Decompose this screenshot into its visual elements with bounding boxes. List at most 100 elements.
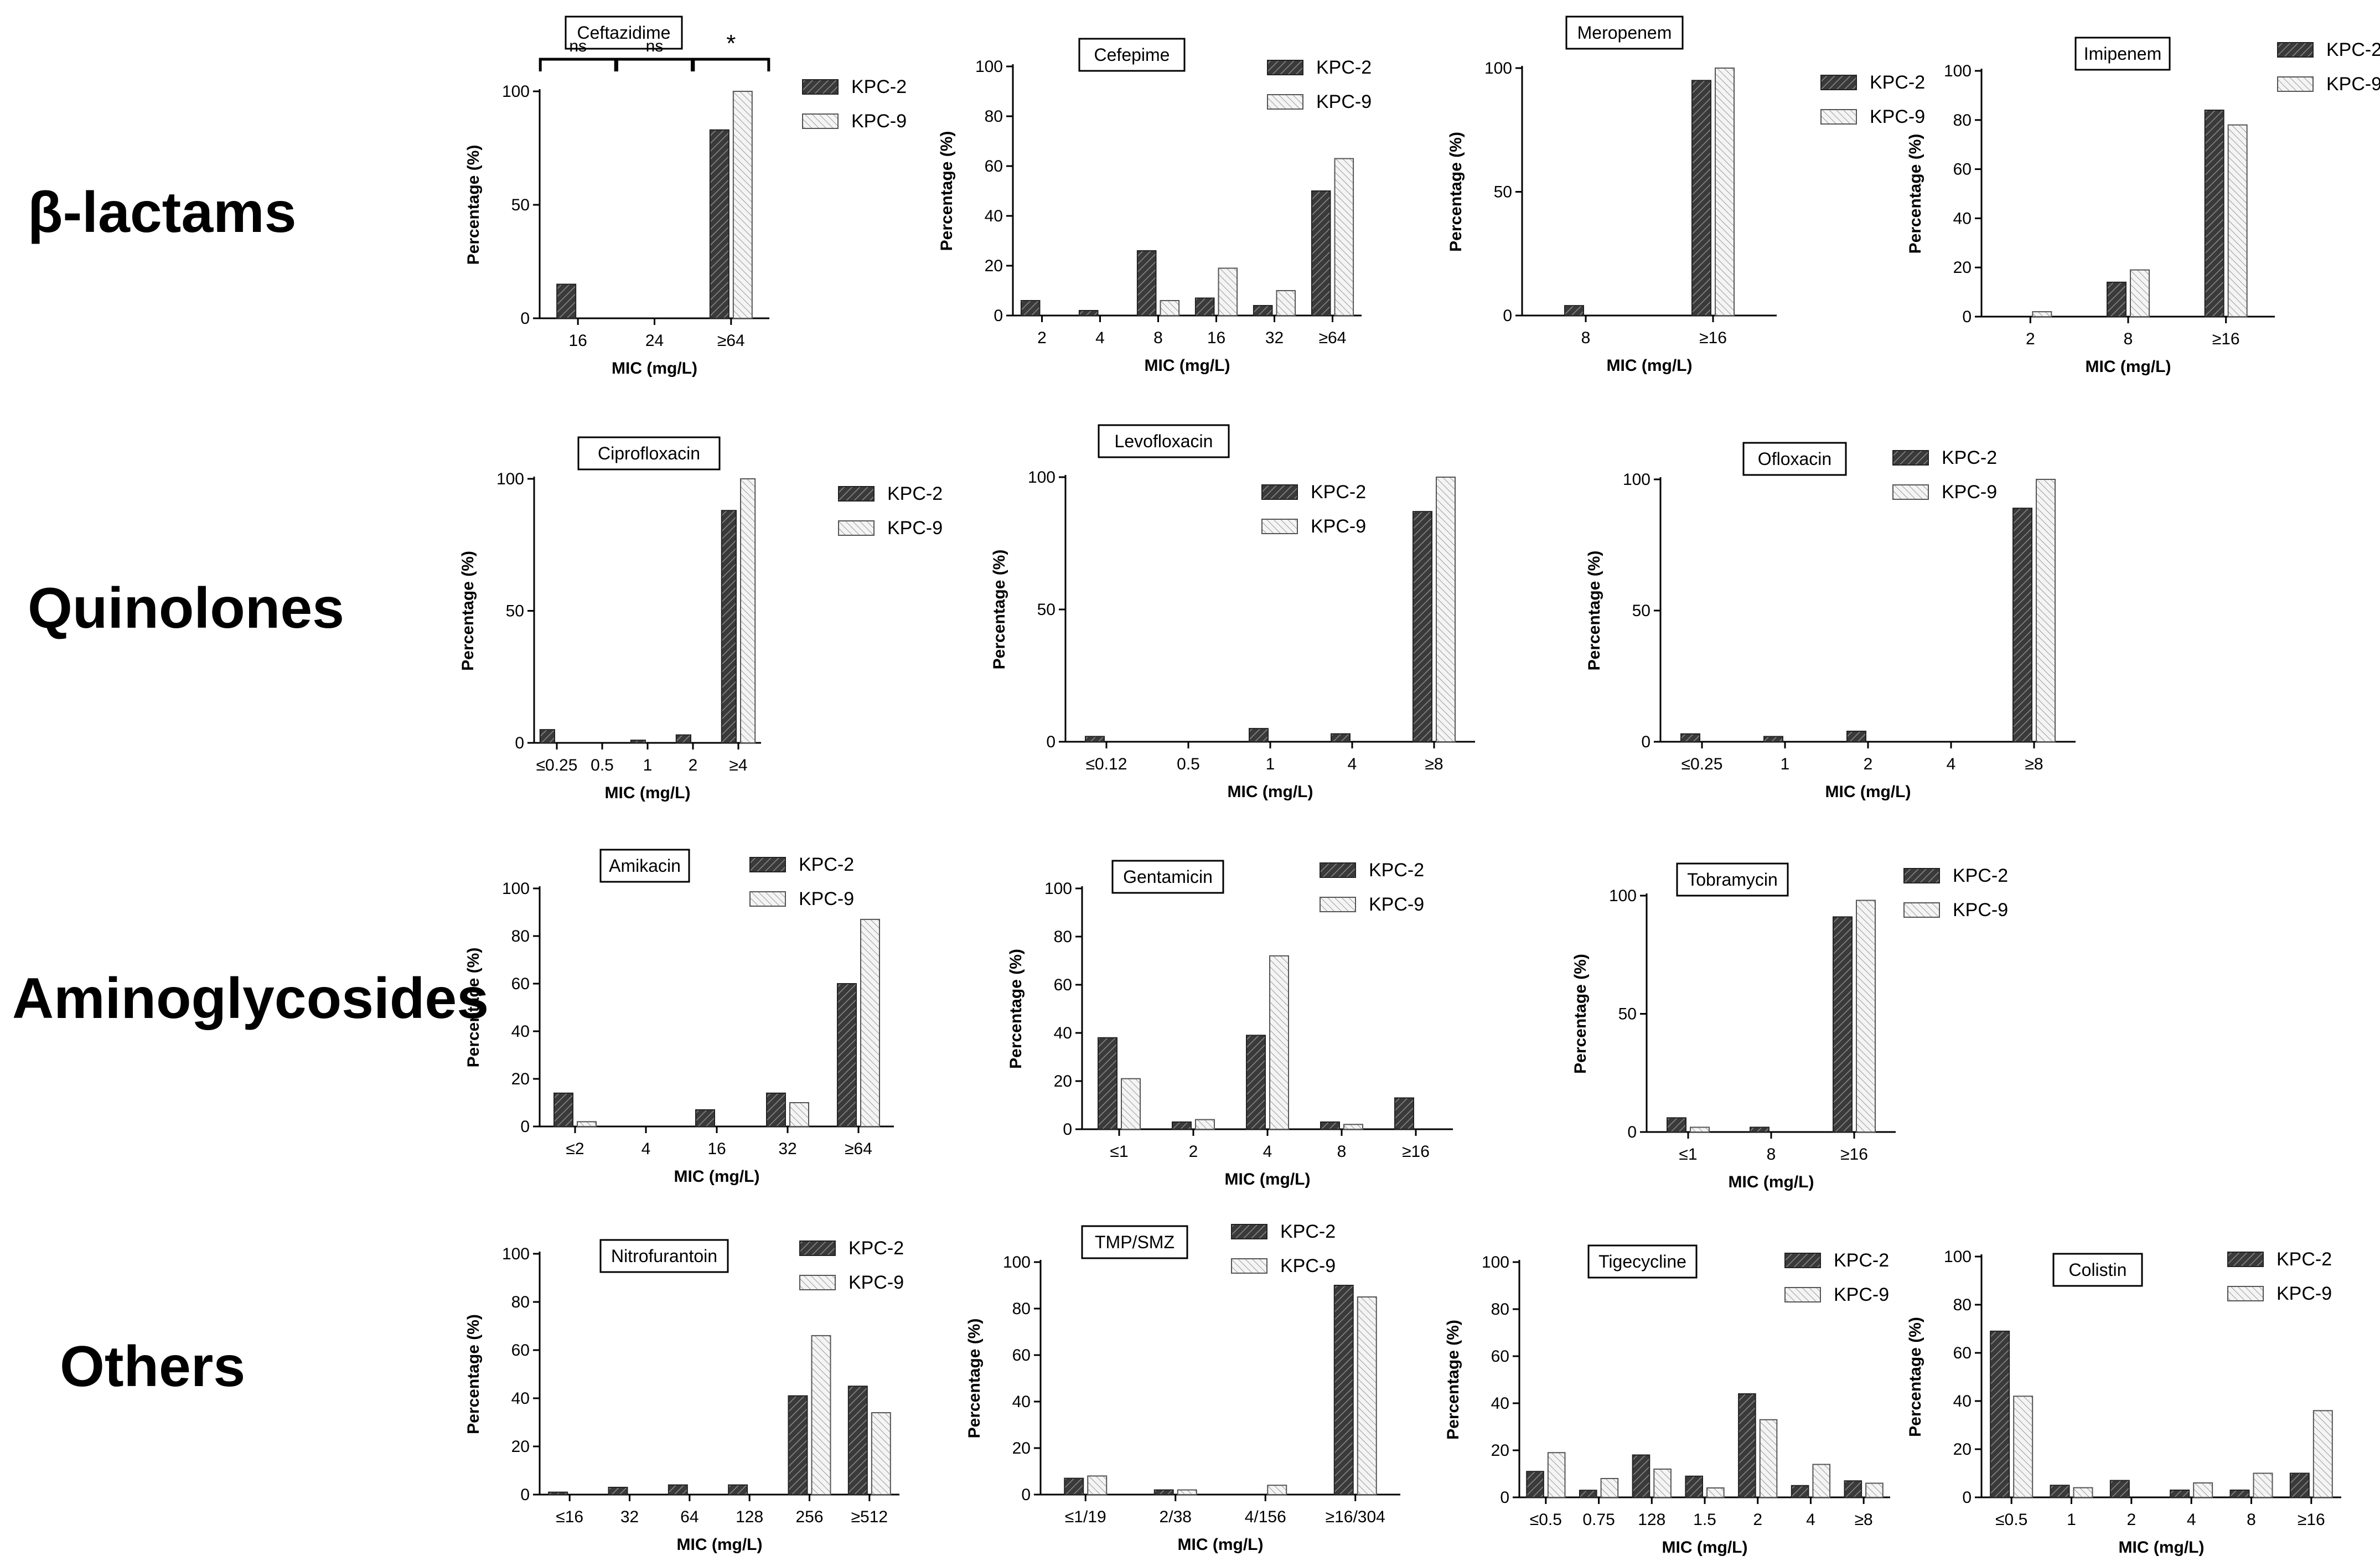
y-axis-label: Percentage (%)	[1444, 1320, 1462, 1440]
x-tick-label: 1	[1781, 755, 1790, 773]
significance-label: ns	[569, 37, 587, 55]
y-tick-label: 20	[1491, 1441, 1509, 1460]
chart-title-text: Amikacin	[609, 856, 681, 876]
legend: KPC-2 KPC-9	[799, 1238, 904, 1293]
x-tick-label: 4/156	[1245, 1508, 1286, 1526]
x-tick-label: 2	[1189, 1143, 1198, 1161]
chart-ofloxacin: 0 50 100 ≤0.25 1 2 4 ≥8 MIC (mg/L) Percentage (%)…	[1585, 442, 2076, 801]
y-tick-label: 80	[1491, 1300, 1509, 1319]
x-axis-label: MIC (mg/L)	[1178, 1536, 1264, 1554]
chart-cefepime: 0 20 40 60 80 100 2 4 8 16 32 ≥64 MIC (mg/L) Percenta…	[938, 38, 1372, 375]
row-label-aminoglycosides: Aminoglycosides	[12, 966, 489, 1031]
chart-title-text: Nitrofurantoin	[611, 1246, 717, 1266]
y-tick-label: 40	[1491, 1394, 1509, 1413]
y-tick-label: 100	[1482, 1253, 1509, 1271]
legend-swatch-kpc-9	[1820, 109, 1857, 125]
chart-title-text: Ciprofloxacin	[598, 443, 700, 463]
legend-swatch-kpc-9	[802, 113, 839, 129]
chart-tigecycline: 0 20 40 60 80 100 ≤0.5 0.75 128 1.5 2 4 ≥8 MIC (mg/L)…	[1444, 1244, 1890, 1557]
y-tick-label: 0	[520, 309, 530, 328]
legend-label-kpc-9: KPC-9	[1834, 1284, 1889, 1305]
chart-title-text: TMP/SMZ	[1095, 1232, 1175, 1252]
legend-swatch-kpc-9	[1267, 94, 1303, 110]
y-axis-label: Percentage (%)	[1585, 551, 1603, 671]
x-tick-label: 4	[641, 1140, 651, 1158]
legend-swatch-kpc-9	[1784, 1287, 1821, 1302]
chart-title: TMP/SMZ	[1081, 1225, 1188, 1259]
x-tick-label: 24	[645, 332, 664, 350]
legend: KPC-2 KPC-9	[749, 854, 854, 909]
bar-kpc-9-2	[1653, 1469, 1672, 1498]
bar-kpc-2-0	[548, 1491, 568, 1495]
y-tick-label: 80	[985, 107, 1003, 126]
chart-title-text: Meropenem	[1577, 23, 1672, 43]
chart-gentamicin: 0 20 40 60 80 100 ≤1 2 4 8 ≥16 MIC (mg/L) Percentage…	[1007, 860, 1453, 1188]
y-tick-label: 50	[1632, 602, 1651, 620]
legend-swatch-kpc-2	[2277, 42, 2314, 58]
x-tick-label: ≤0.25	[1681, 755, 1723, 773]
bar-kpc-2-1	[1078, 310, 1099, 316]
legend-label-kpc-2: KPC-2	[2326, 39, 2380, 60]
legend-swatch-kpc-9	[1903, 902, 1940, 918]
bar-kpc-2-0	[556, 283, 577, 319]
bar-kpc-9-4	[811, 1335, 831, 1495]
bar-kpc-2-3	[675, 734, 692, 743]
bar-kpc-9-1	[1600, 1478, 1619, 1498]
y-tick-label: 40	[985, 207, 1003, 225]
y-tick-label: 0	[1627, 1123, 1637, 1141]
y-tick-label: 20	[985, 257, 1003, 275]
bar-kpc-9-4	[1276, 290, 1296, 316]
y-tick-label: 0	[1641, 733, 1651, 751]
chart-ciprofloxacin: 0 50 100 ≤0.25 0.5 1 2 ≥4 MIC (mg/L) Percentage (…	[459, 436, 943, 802]
chart-title: Tigecycline	[1587, 1244, 1698, 1279]
chart-title-box	[1676, 862, 1789, 897]
legend-label-kpc-9: KPC-9	[1369, 894, 1424, 915]
x-tick-label: 0.5	[1177, 755, 1200, 773]
significance-bracket	[539, 58, 617, 71]
x-tick-label: 2	[689, 756, 698, 774]
bar-kpc-9-4	[2036, 479, 2056, 742]
x-axis-label: MIC (mg/L)	[612, 359, 697, 378]
legend-swatch-kpc-2	[1261, 484, 1298, 500]
x-tick-label: ≤2	[566, 1140, 584, 1158]
legend: KPC-2 KPC-9	[802, 76, 907, 132]
bar-kpc-2-3	[2170, 1489, 2190, 1498]
x-tick-label: ≤0.25	[536, 756, 578, 774]
bar-kpc-9-0	[1121, 1078, 1141, 1130]
legend-label-kpc-9: KPC-9	[851, 111, 907, 132]
y-tick-label: 0	[1063, 1120, 1072, 1139]
row-label-others: Others	[60, 1335, 246, 1399]
bar-kpc-9-5	[2312, 1410, 2333, 1498]
y-tick-label: 60	[1491, 1347, 1509, 1366]
legend: KPC-2 KPC-9	[1820, 72, 1925, 127]
y-tick-label: 100	[502, 82, 530, 101]
bar-kpc-2-0	[1667, 1117, 1686, 1133]
bar-kpc-2-0	[1064, 1477, 1084, 1496]
legend: KPC-2 KPC-9	[1784, 1250, 1889, 1305]
y-tick-label: 0	[1962, 308, 1972, 326]
y-axis-label: Percentage (%)	[1007, 949, 1025, 1069]
y-tick-label: 80	[1953, 111, 1972, 130]
x-axis-label: MIC (mg/L)	[1729, 1173, 1814, 1191]
legend-swatch-kpc-2	[802, 79, 839, 95]
chart-tmp-smz: 0 20 40 60 80 100 ≤1/19 2/38 4/156 ≥16/304 MIC (mg…	[965, 1221, 1400, 1554]
x-tick-label: 64	[680, 1508, 699, 1526]
y-axis-label: Percentage (%)	[965, 1319, 984, 1439]
legend-swatch-kpc-2	[1903, 868, 1940, 883]
y-tick-label: 50	[506, 602, 524, 621]
y-tick-label: 100	[1484, 59, 1512, 77]
significance-label: *	[726, 30, 736, 57]
y-tick-label: 0	[520, 1118, 530, 1136]
bar-kpc-9-3	[1218, 267, 1238, 316]
x-tick-label: ≤1	[1679, 1145, 1697, 1164]
legend-label-kpc-2: KPC-2	[1369, 860, 1424, 881]
bar-kpc-9-5	[1334, 158, 1354, 316]
y-tick-label: 60	[1953, 161, 1972, 179]
legend-label-kpc-9: KPC-9	[2326, 74, 2380, 95]
chart-amikacin: 0 20 40 60 80 100 ≤2 4 16 32 ≥64 MIC (mg/L) Percenta…	[464, 849, 894, 1186]
legend-swatch-kpc-9	[799, 1275, 836, 1290]
y-tick-label: 100	[1028, 468, 1056, 487]
bar-kpc-9-4	[2253, 1472, 2273, 1498]
x-axis-label: MIC (mg/L)	[605, 784, 691, 802]
